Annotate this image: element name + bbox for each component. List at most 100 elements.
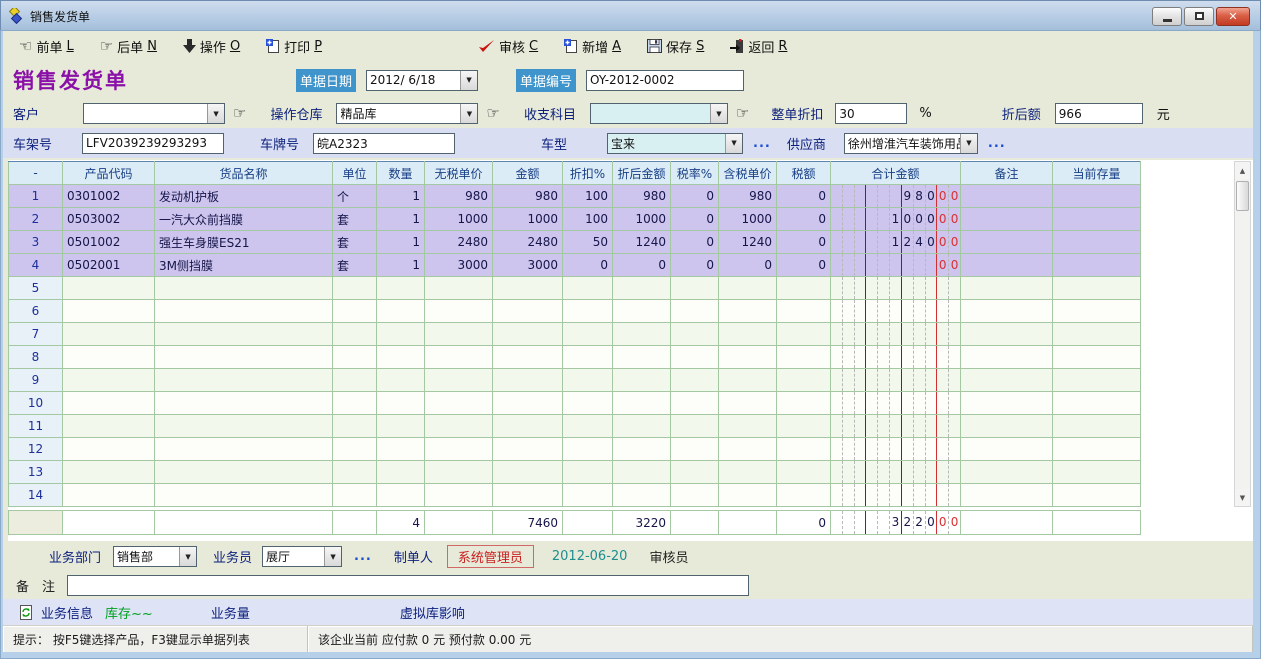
cell-discount-pct[interactable]: 100 (562, 207, 613, 231)
cell-tax[interactable] (776, 368, 831, 392)
cell-amount[interactable]: 2480 (492, 230, 563, 254)
cell-tax[interactable] (776, 391, 831, 415)
cell-product-code[interactable]: 0301002 (62, 184, 155, 208)
cell-price-inc-tax[interactable] (718, 322, 777, 346)
cell-price-ex-tax[interactable] (424, 345, 493, 369)
cell-product-name[interactable] (154, 414, 333, 438)
chevron-down-icon[interactable]: ▼ (725, 133, 743, 153)
stock-link[interactable]: 库存~~ (105, 606, 153, 622)
cell-product-name[interactable] (154, 299, 333, 323)
cell-unit[interactable] (332, 368, 377, 392)
cell-row-no[interactable]: 14 (8, 483, 63, 507)
cell-tax[interactable] (776, 345, 831, 369)
cell-product-code[interactable] (62, 299, 155, 323)
cell-discount-pct[interactable] (562, 483, 613, 507)
cell-amount[interactable] (492, 276, 563, 300)
cell-product-code[interactable] (62, 322, 155, 346)
cell-unit[interactable] (332, 391, 377, 415)
cell-stock[interactable] (1052, 437, 1141, 461)
cell-note[interactable] (960, 414, 1053, 438)
cell-unit[interactable] (332, 322, 377, 346)
cell-discounted-amount[interactable]: 1000 (612, 207, 671, 231)
model-combo[interactable]: 宝来 ▼ (607, 132, 744, 154)
table-row[interactable]: 10 (8, 391, 1141, 415)
doc-no-input[interactable] (586, 69, 745, 91)
supplier-combo[interactable]: 徐州增淮汽车装饰用品 ▼ (843, 132, 978, 154)
cell-qty[interactable]: 1 (376, 230, 425, 254)
cell-note[interactable] (960, 322, 1053, 346)
cell-note[interactable] (960, 184, 1053, 208)
cell-price-ex-tax[interactable] (424, 391, 493, 415)
cell-price-inc-tax[interactable]: 0 (718, 253, 777, 277)
cell-qty[interactable] (376, 414, 425, 438)
cell-price-ex-tax[interactable] (424, 322, 493, 346)
customer-combo[interactable]: ▼ (83, 103, 226, 124)
cell-tax[interactable] (776, 299, 831, 323)
cell-product-name[interactable] (154, 391, 333, 415)
cell-unit[interactable]: 个 (332, 184, 377, 208)
cell-unit[interactable] (332, 437, 377, 461)
cell-stock[interactable] (1052, 414, 1141, 438)
cell-tax[interactable] (776, 460, 831, 484)
cell-tax[interactable]: 0 (776, 207, 831, 231)
cell-row-no[interactable]: 13 (8, 460, 63, 484)
cell-product-code[interactable] (62, 391, 155, 415)
cell-qty[interactable] (376, 391, 425, 415)
cell-tax-rate[interactable] (670, 368, 719, 392)
cell-product-code[interactable] (62, 368, 155, 392)
cell-unit[interactable] (332, 299, 377, 323)
cell-qty[interactable] (376, 460, 425, 484)
cell-discounted-amount[interactable]: 980 (612, 184, 671, 208)
cell-tax-rate[interactable] (670, 460, 719, 484)
cell-discounted-amount[interactable] (612, 437, 671, 461)
cell-stock[interactable] (1052, 207, 1141, 231)
cell-total-amount[interactable] (830, 276, 961, 300)
cell-tax-rate[interactable]: 0 (670, 253, 719, 277)
table-row[interactable]: 7 (8, 322, 1141, 346)
cell-product-code[interactable] (62, 460, 155, 484)
chevron-down-icon[interactable]: ▼ (959, 133, 977, 153)
cell-tax-rate[interactable] (670, 276, 719, 300)
chevron-down-icon[interactable]: ▼ (709, 104, 727, 123)
cell-total-amount[interactable] (830, 437, 961, 461)
discount-input[interactable] (835, 103, 908, 124)
cell-amount[interactable] (492, 345, 563, 369)
cell-amount[interactable] (492, 414, 563, 438)
cell-qty[interactable] (376, 299, 425, 323)
cell-price-inc-tax[interactable] (718, 345, 777, 369)
cell-qty[interactable] (376, 483, 425, 507)
table-row[interactable]: 3 0501002 强生车身膜ES21 套 1 2480 2480 50 1240 0 1240 0 1… (8, 230, 1141, 254)
cell-stock[interactable] (1052, 483, 1141, 507)
model-more-button[interactable]: ... (753, 135, 771, 151)
cell-row-no[interactable]: 10 (8, 391, 63, 415)
cell-amount[interactable] (492, 299, 563, 323)
cell-product-name[interactable]: 一汽大众前挡膜 (154, 207, 333, 231)
cell-discount-pct[interactable] (562, 391, 613, 415)
dept-combo[interactable]: 销售部 ▼ (113, 546, 198, 567)
cell-discounted-amount[interactable] (612, 276, 671, 300)
cell-amount[interactable]: 3000 (492, 253, 563, 277)
cell-unit[interactable]: 套 (332, 207, 377, 231)
cell-product-code[interactable] (62, 414, 155, 438)
cell-tax-rate[interactable] (670, 345, 719, 369)
cell-row-no[interactable]: 8 (8, 345, 63, 369)
cell-discounted-amount[interactable] (612, 391, 671, 415)
pick-warehouse-icon[interactable]: ☞ (486, 104, 500, 122)
cell-product-name[interactable] (154, 460, 333, 484)
cell-price-inc-tax[interactable] (718, 414, 777, 438)
cell-product-name[interactable]: 强生车身膜ES21 (154, 230, 333, 254)
cell-tax[interactable]: 0 (776, 253, 831, 277)
table-row[interactable]: 6 (8, 299, 1141, 323)
cell-discount-pct[interactable] (562, 460, 613, 484)
cell-amount[interactable] (492, 483, 563, 507)
cell-discount-pct[interactable] (562, 437, 613, 461)
cell-price-inc-tax[interactable]: 1240 (718, 230, 777, 254)
cell-price-ex-tax[interactable] (424, 437, 493, 461)
remark-input[interactable] (67, 575, 750, 596)
cell-discounted-amount[interactable] (612, 414, 671, 438)
table-row[interactable]: 8 (8, 345, 1141, 369)
cell-discounted-amount[interactable] (612, 299, 671, 323)
doc-date-picker[interactable]: 2012/ 6/18 ▼ (366, 69, 479, 91)
cell-stock[interactable] (1052, 391, 1141, 415)
